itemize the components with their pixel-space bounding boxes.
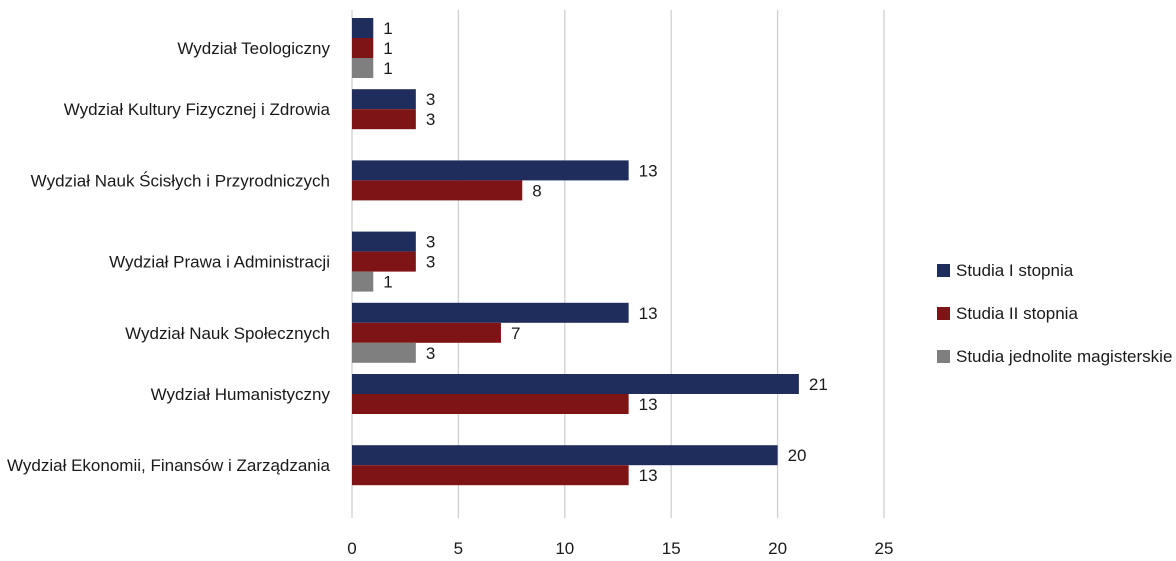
data-label-studia-i-stopnia-wydzial-nauk-scislych-i-przyrodniczych: 13 bbox=[639, 161, 658, 180]
x-tick-label-25: 25 bbox=[875, 539, 894, 558]
category-label-wydzial-humanistyczny: Wydział Humanistyczny bbox=[151, 385, 331, 404]
data-label-studia-i-stopnia-wydzial-teologiczny: 1 bbox=[383, 19, 392, 38]
data-label-studia-i-stopnia-wydzial-kultury-fizycznej-i-zdrowia: 3 bbox=[426, 90, 435, 109]
bar-studia-i-stopnia-wydzial-teologiczny bbox=[352, 18, 374, 38]
data-label-studia-jednolite-magisterskie-wydzial-prawa-i-administracji: 1 bbox=[383, 273, 392, 292]
data-label-studia-ii-stopnia-wydzial-humanistyczny: 13 bbox=[639, 395, 658, 414]
bar-studia-ii-stopnia-wydzial-ekonomii-finansow-i-zarzadzania bbox=[352, 465, 629, 486]
bar-studia-i-stopnia-wydzial-ekonomii-finansow-i-zarzadzania bbox=[352, 445, 778, 466]
bar-studia-ii-stopnia-wydzial-teologiczny bbox=[352, 38, 374, 58]
data-label-studia-ii-stopnia-wydzial-teologiczny: 1 bbox=[383, 39, 392, 58]
bar-studia-ii-stopnia-wydzial-humanistyczny bbox=[352, 394, 629, 414]
x-tick-label-20: 20 bbox=[768, 539, 787, 558]
data-label-studia-ii-stopnia-wydzial-ekonomii-finansow-i-zarzadzania: 13 bbox=[639, 466, 658, 485]
bar-studia-ii-stopnia-wydzial-nauk-scislych-i-przyrodniczych bbox=[352, 180, 523, 201]
x-tick-label-10: 10 bbox=[555, 539, 574, 558]
gridlines bbox=[351, 10, 885, 518]
bar-studia-i-stopnia-wydzial-nauk-spolecznych bbox=[352, 302, 629, 323]
x-tick-label-15: 15 bbox=[662, 539, 681, 558]
bar-studia-ii-stopnia-wydzial-kultury-fizycznej-i-zdrowia bbox=[352, 109, 416, 130]
legend-swatch-studia-i-stopnia bbox=[937, 264, 950, 277]
data-label-studia-ii-stopnia-wydzial-kultury-fizycznej-i-zdrowia: 3 bbox=[426, 110, 435, 129]
data-label-studia-i-stopnia-wydzial-prawa-i-administracji: 3 bbox=[426, 233, 435, 252]
category-label-wydzial-ekonomii-finansow-i-zarzadzania: Wydział Ekonomii, Finansów i Zarządzania bbox=[7, 456, 331, 475]
bar-studia-i-stopnia-wydzial-kultury-fizycznej-i-zdrowia bbox=[352, 89, 416, 110]
data-label-studia-jednolite-magisterskie-wydzial-nauk-spolecznych: 3 bbox=[426, 344, 435, 363]
data-label-studia-jednolite-magisterskie-wydzial-teologiczny: 1 bbox=[383, 59, 392, 78]
category-label-wydzial-nauk-scislych-i-przyrodniczych: Wydział Nauk Ścisłych i Przyrodniczych bbox=[31, 171, 330, 190]
category-labels: Wydział Teologiczny Wydział Kultury Fizyc… bbox=[7, 39, 331, 475]
data-label-studia-i-stopnia-wydzial-ekonomii-finansow-i-zarzadzania: 20 bbox=[788, 446, 807, 465]
category-label-wydzial-kultury-fizycznej-i-zdrowia: Wydział Kultury Fizycznej i Zdrowia bbox=[64, 100, 331, 119]
data-label-studia-ii-stopnia-wydzial-prawa-i-administracji: 3 bbox=[426, 253, 435, 272]
bar-studia-jednolite-magisterskie-wydzial-prawa-i-administracji bbox=[352, 271, 374, 292]
x-tick-label-5: 5 bbox=[454, 539, 463, 558]
bar-studia-jednolite-magisterskie-wydzial-nauk-spolecznych bbox=[352, 342, 416, 363]
data-label-studia-ii-stopnia-wydzial-nauk-spolecznych: 7 bbox=[511, 324, 520, 343]
category-label-wydzial-nauk-spolecznych: Wydział Nauk Społecznych bbox=[125, 324, 330, 343]
legend: Studia I stopnia Studia II stopnia Studia … bbox=[937, 261, 1172, 366]
x-axis-ticks: 0 5 10 15 20 25 bbox=[347, 539, 893, 558]
legend-label-studia-ii-stopnia: Studia II stopnia bbox=[956, 304, 1078, 323]
bars bbox=[352, 18, 799, 486]
legend-swatch-studia-jednolite-magisterskie bbox=[937, 350, 950, 363]
x-tick-label-0: 0 bbox=[347, 539, 356, 558]
bar-studia-ii-stopnia-wydzial-nauk-spolecznych bbox=[352, 322, 501, 343]
legend-swatch-studia-ii-stopnia bbox=[937, 307, 950, 320]
bar-studia-jednolite-magisterskie-wydzial-teologiczny bbox=[352, 58, 374, 78]
bar-studia-i-stopnia-wydzial-humanistyczny bbox=[352, 374, 799, 394]
data-label-studia-i-stopnia-wydzial-nauk-spolecznych: 13 bbox=[639, 304, 658, 323]
legend-label-studia-jednolite-magisterskie: Studia jednolite magisterskie bbox=[956, 347, 1172, 366]
bar-studia-i-stopnia-wydzial-nauk-scislych-i-przyrodniczych bbox=[352, 160, 629, 181]
category-label-wydzial-teologiczny: Wydział Teologiczny bbox=[177, 39, 330, 58]
legend-label-studia-i-stopnia: Studia I stopnia bbox=[956, 261, 1074, 280]
data-label-studia-ii-stopnia-wydzial-nauk-scislych-i-przyrodniczych: 8 bbox=[532, 181, 541, 200]
data-label-studia-i-stopnia-wydzial-humanistyczny: 21 bbox=[809, 375, 828, 394]
bar-studia-ii-stopnia-wydzial-prawa-i-administracji bbox=[352, 251, 416, 272]
bar-studia-i-stopnia-wydzial-prawa-i-administracji bbox=[352, 231, 416, 252]
category-label-wydzial-prawa-i-administracji: Wydział Prawa i Administracji bbox=[109, 253, 330, 272]
